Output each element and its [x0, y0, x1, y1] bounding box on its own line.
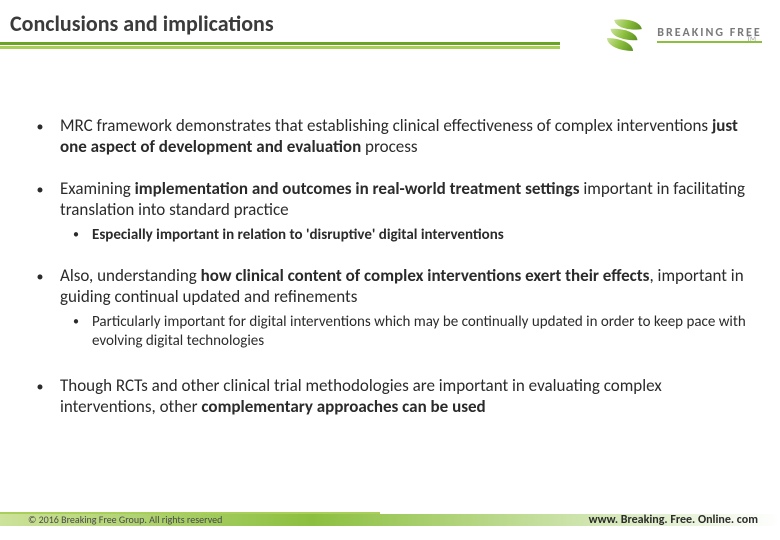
slide-content: • MRC framework demonstrates that establ… — [20, 115, 760, 437]
sub-bullet-item: • Particularly important for digital int… — [60, 313, 760, 351]
bullet-item: • Examining implementation and outcomes … — [20, 178, 760, 221]
bullet-dot-icon: • — [60, 226, 92, 245]
sub-bullet-text: Particularly important for digital inter… — [92, 313, 760, 351]
bullet-text: Examining implementation and outcomes in… — [60, 178, 760, 221]
logo: BREAKING FREE TM — [605, 18, 762, 52]
bullet-dot-icon: • — [20, 178, 60, 221]
bullet-text: Also, understanding how clinical content… — [60, 265, 760, 308]
logo-leaves-icon — [605, 18, 651, 52]
bullet-dot-icon: • — [20, 115, 60, 158]
slide-title: Conclusions and implications — [10, 10, 274, 37]
bullet-dot-icon: • — [20, 375, 60, 418]
bullet-item: • Though RCTs and other clinical trial m… — [20, 375, 760, 418]
bullet-item: • MRC framework demonstrates that establ… — [20, 115, 760, 158]
bullet-dot-icon: • — [20, 265, 60, 308]
bullet-text: Though RCTs and other clinical trial met… — [60, 375, 760, 418]
bullet-text: MRC framework demonstrates that establis… — [60, 115, 760, 158]
bullet-dot-icon: • — [60, 313, 92, 351]
sub-bullet-text: Especially important in relation to 'dis… — [92, 226, 760, 245]
slide-footer: © 2016 Breaking Free Group. All rights r… — [0, 516, 780, 540]
bullet-item: • Also, understanding how clinical conte… — [20, 265, 760, 308]
trademark-icon: TM — [747, 34, 756, 43]
title-underline — [0, 42, 560, 49]
copyright-text: © 2016 Breaking Free Group. All rights r… — [28, 513, 222, 526]
sub-bullet-item: • Especially important in relation to 'd… — [60, 226, 760, 245]
footer-url: www. Breaking. Free. Online. com — [589, 513, 758, 527]
slide-header: Conclusions and implications BREAKING FR… — [0, 0, 780, 72]
